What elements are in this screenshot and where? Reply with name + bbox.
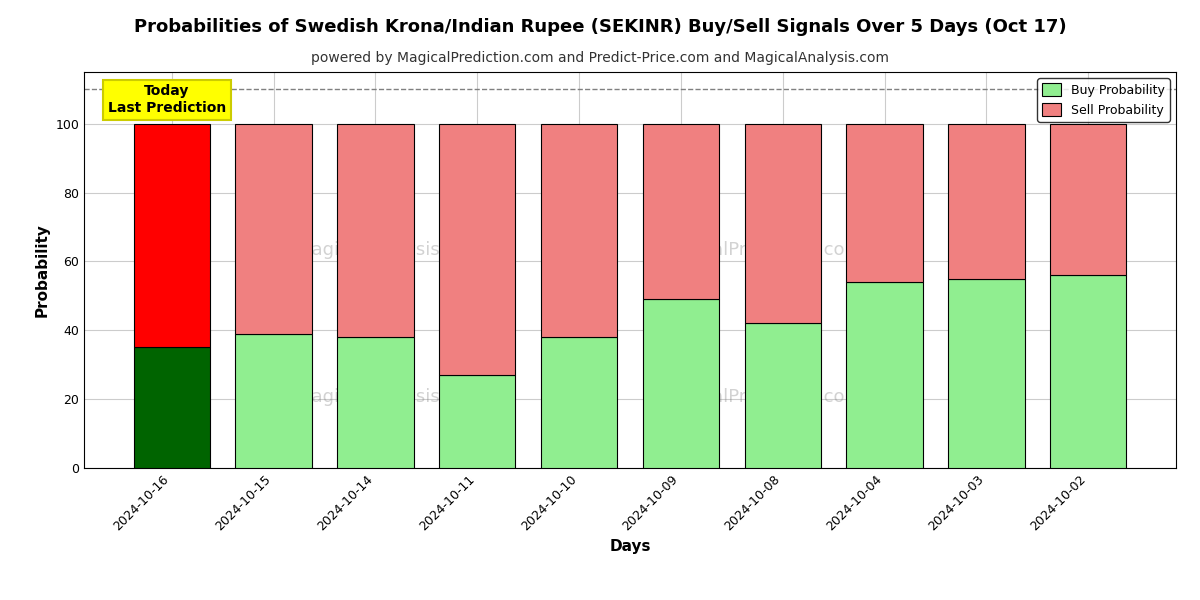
Bar	[1050, 275, 1127, 468]
Bar	[235, 334, 312, 468]
Bar	[337, 124, 414, 337]
Bar	[846, 124, 923, 282]
Text: MagicalPrediction.com: MagicalPrediction.com	[660, 388, 863, 406]
X-axis label: Days: Days	[610, 539, 650, 554]
Bar	[948, 124, 1025, 278]
Text: Today
Last Prediction: Today Last Prediction	[108, 85, 226, 115]
Bar	[133, 124, 210, 347]
Bar	[744, 124, 821, 323]
Bar	[235, 124, 312, 334]
Bar	[439, 375, 516, 468]
Text: powered by MagicalPrediction.com and Predict-Price.com and MagicalAnalysis.com: powered by MagicalPrediction.com and Pre…	[311, 51, 889, 65]
Text: MagicalAnalysis.com: MagicalAnalysis.com	[296, 241, 484, 259]
Bar	[541, 124, 617, 337]
Y-axis label: Probability: Probability	[35, 223, 49, 317]
Legend: Buy Probability, Sell Probability: Buy Probability, Sell Probability	[1037, 78, 1170, 122]
Bar	[744, 323, 821, 468]
Bar	[133, 347, 210, 468]
Text: MagicalAnalysis.com: MagicalAnalysis.com	[296, 388, 484, 406]
Bar	[846, 282, 923, 468]
Text: MagicalPrediction.com: MagicalPrediction.com	[660, 241, 863, 259]
Bar	[643, 124, 719, 299]
Bar	[439, 124, 516, 375]
Bar	[541, 337, 617, 468]
Bar	[948, 278, 1025, 468]
Text: Probabilities of Swedish Krona/Indian Rupee (SEKINR) Buy/Sell Signals Over 5 Day: Probabilities of Swedish Krona/Indian Ru…	[133, 18, 1067, 36]
Bar	[337, 337, 414, 468]
Bar	[643, 299, 719, 468]
Bar	[1050, 124, 1127, 275]
